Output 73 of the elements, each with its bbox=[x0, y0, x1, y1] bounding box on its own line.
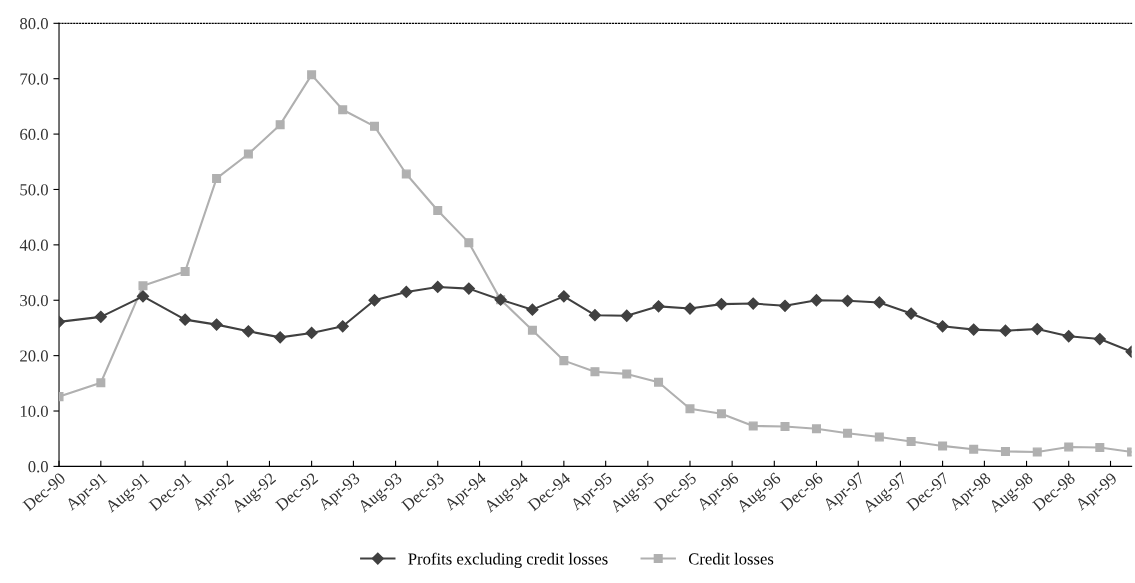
point bbox=[527, 325, 537, 335]
point bbox=[368, 294, 381, 307]
point bbox=[242, 325, 255, 338]
point bbox=[275, 120, 285, 130]
point bbox=[557, 290, 570, 303]
point bbox=[210, 318, 223, 331]
y-tick-label: 20.0 bbox=[20, 350, 48, 362]
point bbox=[212, 173, 222, 183]
point bbox=[401, 169, 411, 179]
point bbox=[654, 377, 664, 387]
y-tick-label: 40.0 bbox=[19, 239, 48, 251]
point bbox=[999, 324, 1012, 337]
y-tick-label: 70.0 bbox=[20, 73, 48, 85]
point bbox=[685, 404, 695, 414]
point bbox=[400, 285, 413, 299]
point bbox=[338, 105, 348, 115]
point bbox=[1093, 332, 1106, 346]
point bbox=[969, 444, 979, 454]
point bbox=[683, 302, 697, 315]
point bbox=[305, 326, 318, 340]
y-tick-label: 30.0 bbox=[20, 294, 48, 307]
point bbox=[810, 294, 823, 307]
y-tick-label: 10.0 bbox=[20, 405, 48, 418]
point bbox=[369, 121, 380, 131]
point bbox=[138, 281, 148, 291]
point bbox=[873, 296, 886, 309]
point bbox=[464, 238, 474, 248]
point bbox=[431, 280, 444, 294]
point bbox=[1064, 442, 1074, 452]
point bbox=[906, 436, 916, 446]
point bbox=[778, 299, 792, 312]
point bbox=[590, 367, 600, 377]
point bbox=[559, 356, 569, 366]
y-tick-label: 50.0 bbox=[20, 184, 48, 196]
point bbox=[841, 294, 854, 307]
point bbox=[1062, 330, 1075, 343]
point bbox=[588, 309, 602, 322]
point bbox=[1000, 446, 1010, 456]
point bbox=[180, 266, 190, 276]
point bbox=[336, 320, 349, 333]
point bbox=[780, 422, 790, 432]
point bbox=[905, 307, 918, 320]
point bbox=[622, 369, 632, 379]
y-tick-label: 0.0 bbox=[28, 461, 48, 473]
point bbox=[274, 331, 287, 344]
point bbox=[243, 149, 253, 159]
y-tick-label: 80.0 bbox=[20, 18, 48, 30]
point bbox=[652, 300, 665, 313]
legend-label: Credit losses bbox=[688, 552, 774, 565]
point bbox=[967, 323, 980, 336]
point bbox=[620, 309, 633, 322]
point bbox=[433, 206, 443, 216]
point bbox=[936, 320, 949, 333]
point bbox=[136, 290, 150, 303]
point bbox=[1031, 322, 1044, 336]
point bbox=[1095, 443, 1105, 453]
point bbox=[462, 282, 475, 295]
point bbox=[874, 432, 884, 442]
point bbox=[179, 313, 192, 326]
point bbox=[96, 378, 106, 388]
point bbox=[715, 298, 728, 311]
point bbox=[748, 421, 758, 431]
legend-label: Profits excluding credit losses bbox=[408, 552, 608, 568]
point bbox=[811, 424, 821, 434]
point bbox=[843, 428, 853, 438]
point bbox=[938, 441, 948, 451]
point bbox=[716, 409, 726, 419]
point bbox=[94, 310, 107, 323]
point bbox=[1032, 447, 1042, 457]
point bbox=[526, 303, 539, 316]
y-tick-label: 60.0 bbox=[20, 128, 48, 141]
point bbox=[307, 70, 317, 80]
point bbox=[747, 297, 760, 310]
